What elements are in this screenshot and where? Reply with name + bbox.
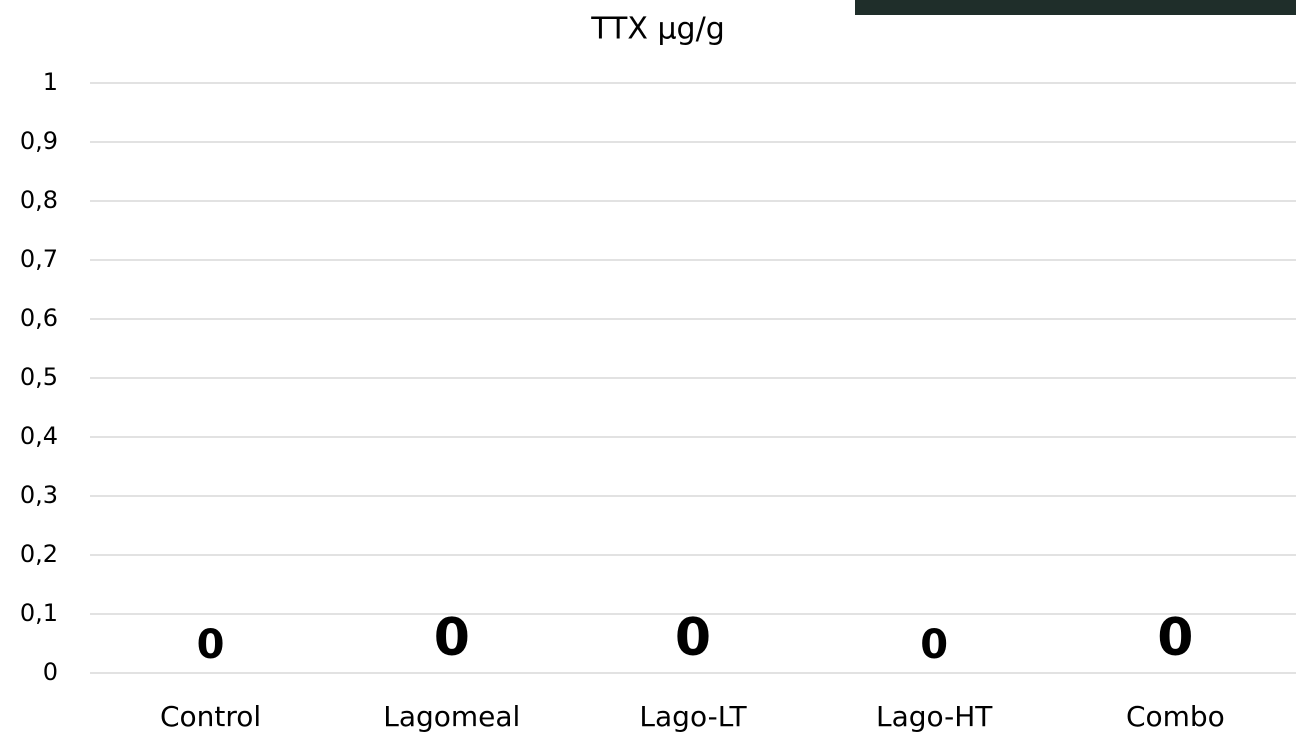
data-label: 0 bbox=[1157, 608, 1193, 668]
y-tick-label: 0 bbox=[43, 658, 58, 686]
y-tick-label: 0,9 bbox=[20, 127, 58, 155]
x-tick-label: Control bbox=[160, 700, 261, 733]
y-tick-label: 0,4 bbox=[20, 422, 58, 450]
y-tick-label: 0,8 bbox=[20, 186, 58, 214]
data-label: 0 bbox=[434, 608, 470, 668]
y-tick-label: 0,5 bbox=[20, 363, 58, 391]
y-tick-label: 0,1 bbox=[20, 599, 58, 627]
y-tick-label: 0,6 bbox=[20, 304, 58, 332]
data-label: 0 bbox=[197, 622, 225, 668]
x-tick-label: Combo bbox=[1126, 700, 1225, 733]
data-label: 0 bbox=[675, 608, 711, 668]
x-tick-label: Lago-LT bbox=[639, 700, 747, 733]
x-tick-label: Lago-HT bbox=[876, 700, 993, 733]
chart-title: TTX µg/g bbox=[590, 12, 725, 47]
y-tick-label: 1 bbox=[43, 68, 58, 96]
y-tick-label: 0,7 bbox=[20, 245, 58, 273]
y-tick-label: 0,3 bbox=[20, 481, 58, 509]
data-label: 0 bbox=[920, 622, 948, 668]
y-tick-label: 0,2 bbox=[20, 540, 58, 568]
background-image-strip bbox=[855, 0, 1296, 15]
x-tick-label: Lagomeal bbox=[383, 700, 520, 733]
